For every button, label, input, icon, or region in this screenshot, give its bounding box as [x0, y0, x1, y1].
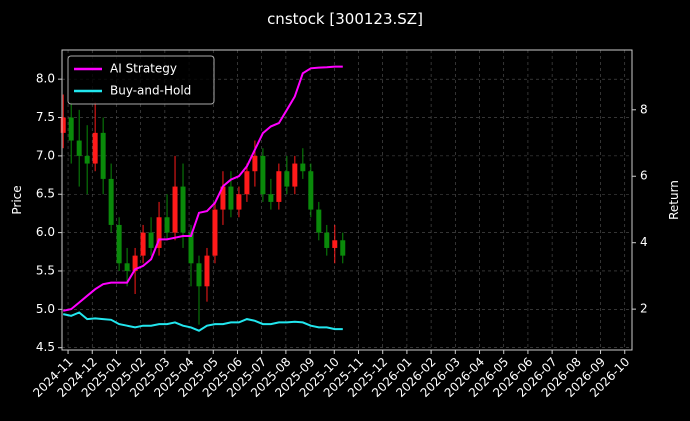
candle-body [252, 155, 258, 172]
candle-body [196, 263, 202, 287]
candle-body [260, 155, 266, 195]
y-tick-label: 5.0 [36, 302, 55, 316]
candle-body [204, 255, 210, 287]
y-tick-label: 7.5 [36, 110, 55, 124]
y-tick-label: 6.5 [36, 187, 55, 201]
candle-body [228, 186, 234, 210]
candle-body [156, 217, 162, 248]
candle-body [164, 217, 170, 233]
chart-title: cnstock [300123.SZ] [267, 10, 423, 28]
legend-label: Buy-and-Hold [110, 84, 191, 98]
candle-body [68, 117, 74, 141]
y-tick-label: 5.5 [36, 263, 55, 277]
y-tick-label: 8.0 [36, 72, 55, 86]
candle-body [92, 132, 98, 164]
candle-body [180, 186, 186, 233]
candle-body [284, 171, 290, 187]
legend-box [67, 55, 215, 105]
candle-body [332, 240, 338, 248]
candle-body [188, 232, 194, 264]
plot-frame [61, 49, 633, 351]
candle-body [236, 194, 242, 210]
line-series [62, 311, 343, 332]
candle-body [108, 178, 114, 225]
candle-body [140, 232, 146, 256]
candle-body [308, 171, 314, 210]
candle-body [276, 171, 282, 202]
y-axis-label: Price [10, 185, 24, 214]
candle-body [324, 232, 330, 248]
candle-body [172, 186, 178, 233]
candle-body [148, 232, 154, 248]
y2-axis-label: Return [667, 180, 681, 220]
candle-body [124, 263, 130, 271]
candle-body [84, 155, 90, 164]
candle-body [212, 209, 218, 256]
y2-tick-label: 8 [640, 102, 648, 116]
candle-body [300, 163, 306, 172]
y-tick-label: 4.5 [36, 340, 55, 354]
y2-tick-label: 4 [640, 235, 648, 249]
candle-body [100, 132, 106, 179]
candle-body [292, 163, 298, 187]
candle-body [316, 209, 322, 233]
candle-body [220, 186, 226, 210]
candle-body [116, 224, 122, 264]
y2-tick-label: 2 [640, 302, 648, 316]
candle-body [244, 171, 250, 195]
candle-body [132, 255, 138, 271]
line-series [62, 65, 343, 312]
candle-body [268, 194, 274, 202]
candle-body [340, 240, 346, 256]
y-tick-label: 7.0 [36, 148, 55, 162]
y-tick-label: 6.0 [36, 225, 55, 239]
y2-tick-label: 6 [640, 169, 648, 183]
legend-label: AI Strategy [110, 62, 177, 76]
candle-body [76, 140, 82, 156]
candle-body [60, 117, 66, 133]
